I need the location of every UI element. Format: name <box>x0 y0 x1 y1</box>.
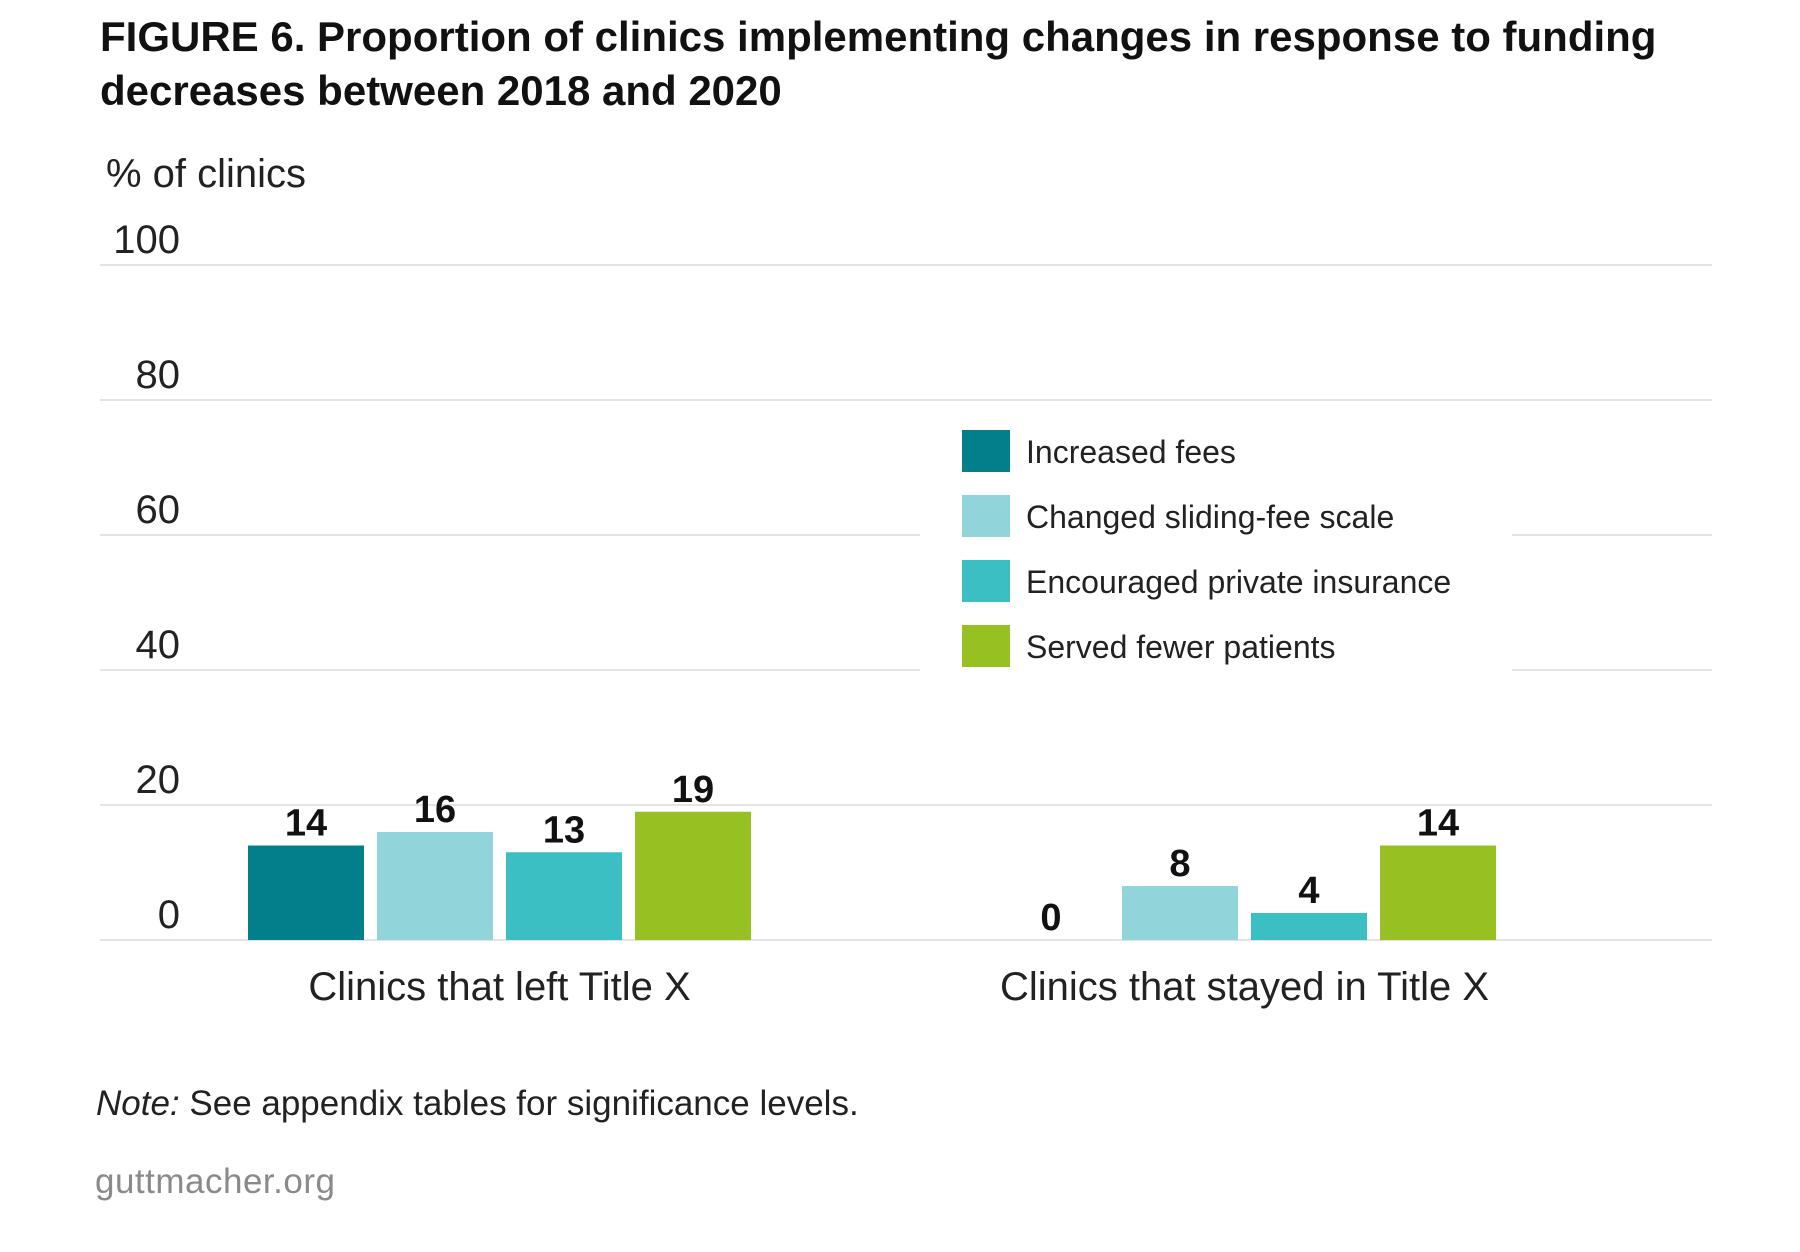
y-tick-label: 100 <box>113 218 180 262</box>
y-tick-label: 60 <box>136 488 181 532</box>
legend-label: Changed sliding-fee scale <box>1026 499 1394 535</box>
legend-swatch <box>962 495 1010 537</box>
y-axis-label: % of clinics <box>106 152 307 196</box>
y-axis-ticks: 0 20 40 60 80 100 <box>113 218 180 937</box>
bar-chart: 0 20 40 60 80 100 14 16 13 19 0 8 4 14 Clinics that … <box>100 218 1712 1009</box>
source-credit: guttmacher.org <box>95 1162 336 1201</box>
chart-title: FIGURE 6. Proportion of clinics implemen… <box>100 13 1657 114</box>
data-label: 19 <box>672 769 714 811</box>
y-tick-label: 40 <box>136 623 181 667</box>
legend: Increased fees Changed sliding-fee scale E… <box>962 430 1451 667</box>
legend-swatch <box>962 625 1010 667</box>
bar <box>1380 845 1496 940</box>
legend-label: Increased fees <box>1026 434 1236 470</box>
data-label: 4 <box>1298 870 1319 912</box>
data-label: 14 <box>285 803 327 845</box>
category-label: Clinics that left Title X <box>308 965 690 1009</box>
data-label: 16 <box>414 789 456 831</box>
bar <box>377 832 493 940</box>
category-labels: Clinics that left Title X Clinics that st… <box>308 965 1489 1009</box>
category-label: Clinics that stayed in Title X <box>1000 965 1489 1009</box>
legend-label: Served fewer patients <box>1026 629 1336 665</box>
data-label: 8 <box>1169 843 1190 885</box>
legend-swatch <box>962 430 1010 472</box>
y-tick-label: 0 <box>158 893 180 937</box>
data-label: 14 <box>1417 803 1459 845</box>
data-label: 13 <box>543 809 585 851</box>
bars <box>248 811 1496 940</box>
gridlines <box>100 264 1712 941</box>
y-tick-label: 80 <box>136 353 181 397</box>
bar <box>1251 913 1367 940</box>
bar <box>248 845 364 940</box>
data-labels: 14 16 13 19 0 8 4 14 <box>285 769 1459 939</box>
legend-label: Encouraged private insurance <box>1026 564 1451 600</box>
bar <box>1122 886 1238 940</box>
bar <box>635 811 751 940</box>
legend-swatch <box>962 560 1010 602</box>
note-label: Note: <box>96 1084 180 1123</box>
data-label: 0 <box>1040 897 1061 939</box>
note-text: See appendix tables for significance lev… <box>179 1084 859 1123</box>
chart-note: Note: See appendix tables for significan… <box>96 1084 859 1124</box>
y-tick-label: 20 <box>136 758 181 802</box>
bar <box>506 852 622 940</box>
